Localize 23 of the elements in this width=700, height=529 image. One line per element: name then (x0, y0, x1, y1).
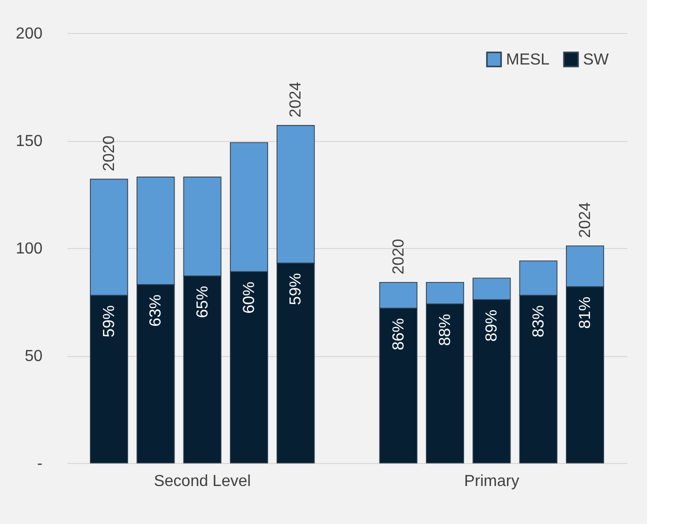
x-tick-label: 2020 (390, 238, 408, 274)
y-tick-label: 150 (16, 133, 43, 150)
y-tick-label: - (37, 456, 42, 472)
annotation: 89% (484, 310, 501, 342)
annotation: 59% (101, 305, 118, 338)
x-tick-label: 2024 (577, 202, 594, 238)
legend-label: MESL (506, 51, 550, 68)
annotation: 81% (577, 296, 594, 329)
annotation: 83% (530, 305, 548, 338)
x-tick-label: 2020 (101, 136, 118, 172)
x-tick-label: 2024 (288, 82, 305, 118)
y-tick-label: 50 (24, 348, 43, 365)
text: Second Level (154, 473, 251, 490)
annotation: 88% (437, 314, 454, 346)
annotation: 59% (288, 273, 305, 306)
annotation: 60% (241, 282, 258, 314)
y-tick-label: 200 (16, 26, 43, 42)
annotation: 86% (390, 318, 408, 350)
legend-label: SW (583, 51, 610, 68)
annotation: 65% (194, 286, 212, 318)
text: Primary (464, 473, 520, 490)
y-tick-label: 100 (16, 240, 43, 258)
annotation: 63% (148, 294, 165, 327)
